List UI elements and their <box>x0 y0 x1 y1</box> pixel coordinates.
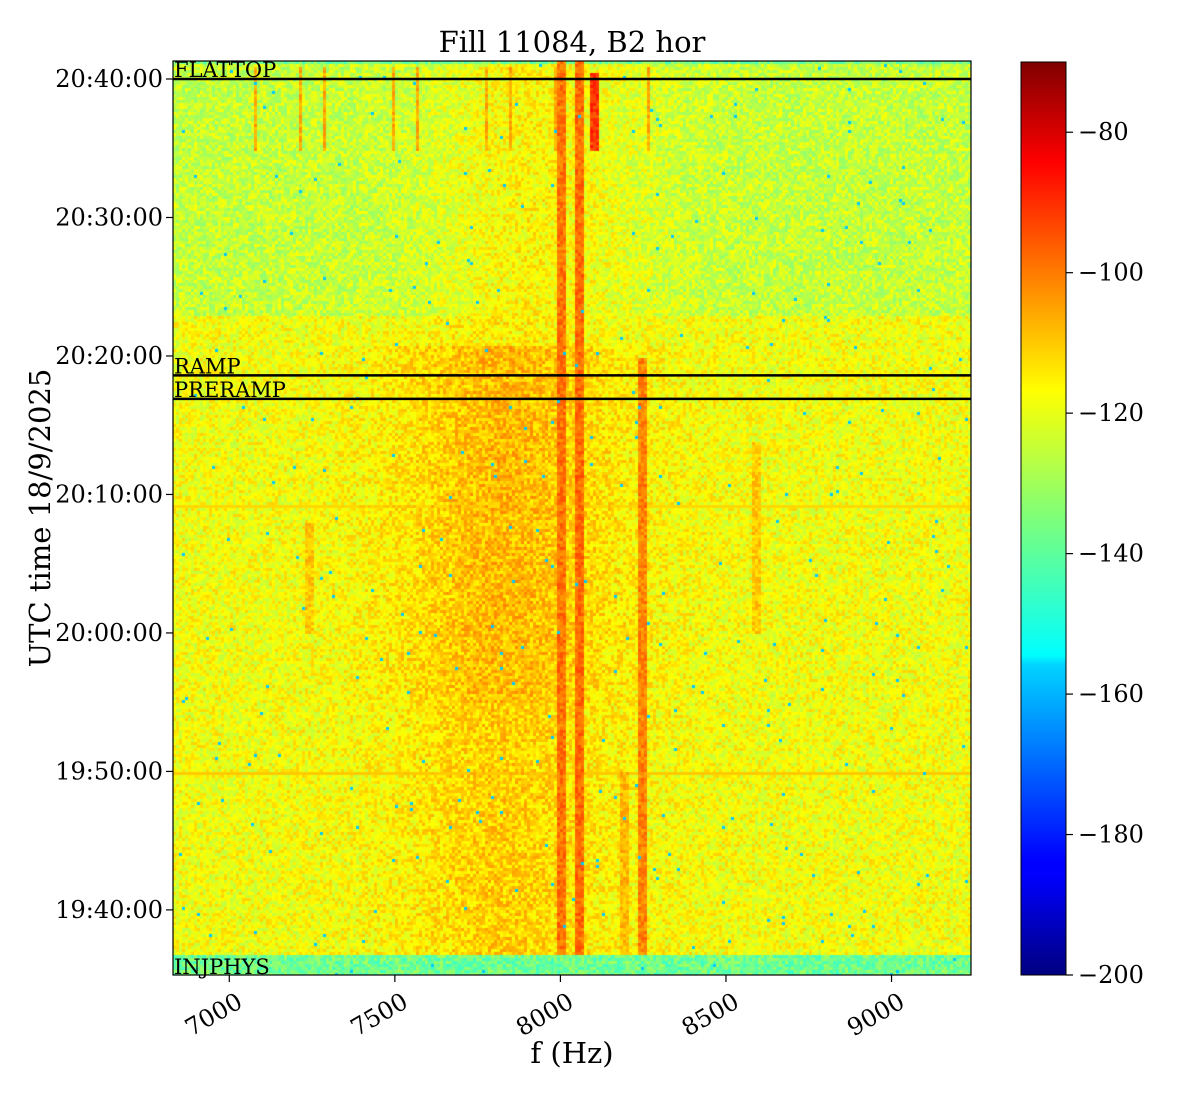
colorbar-tick-label: −200 <box>1078 961 1144 989</box>
colorbar-tick-label: −180 <box>1078 821 1144 849</box>
y-axis: 19:40:00 19:50:00 20:00:00 20:10:00 20:20:00… <box>55 65 173 924</box>
colorbar-tick-label: −140 <box>1078 540 1144 568</box>
colorbar-tick-label: −100 <box>1078 259 1144 287</box>
x-tick-label: 8000 <box>511 987 578 1042</box>
event-label-flattop: FLATTOP <box>174 58 276 82</box>
event-label-injphys: INJPHYS <box>174 955 270 979</box>
colorbar <box>1020 61 1067 976</box>
y-tick-label: 20:00:00 <box>55 619 163 647</box>
x-axis-label: f (Hz) <box>530 1036 613 1070</box>
chart-title: Fill 11084, B2 hor <box>439 25 706 59</box>
heatmap-area <box>173 61 971 975</box>
event-label-preramp: PRERAMP <box>174 378 286 402</box>
y-tick-label: 20:10:00 <box>55 480 163 508</box>
x-tick-label: 7500 <box>346 987 413 1042</box>
y-tick-label: 20:20:00 <box>55 342 163 370</box>
colorbar-tick-label: −120 <box>1078 399 1144 427</box>
x-axis: 7000 7500 8000 8500 9000 <box>180 975 909 1042</box>
y-tick-label: 19:40:00 <box>55 896 163 924</box>
y-axis-label: UTC time 18/9/2025 <box>23 369 57 668</box>
heatmap-image <box>173 61 971 975</box>
x-tick-label: 8500 <box>677 987 744 1042</box>
x-tick-label: 9000 <box>842 987 909 1042</box>
plot-frame <box>172 60 972 976</box>
x-tick-label: 7000 <box>180 987 247 1042</box>
colorbar-ticks: −80 −100 −120 −140 −160 −180 −200 <box>1066 118 1144 989</box>
y-tick-label: 20:30:00 <box>55 203 163 231</box>
event-label-ramp: RAMP <box>174 354 241 378</box>
colorbar-tick-label: −160 <box>1078 680 1144 708</box>
y-tick-label: 20:40:00 <box>55 65 163 93</box>
colorbar-tick-label: −80 <box>1078 118 1129 146</box>
y-tick-label: 19:50:00 <box>55 757 163 785</box>
